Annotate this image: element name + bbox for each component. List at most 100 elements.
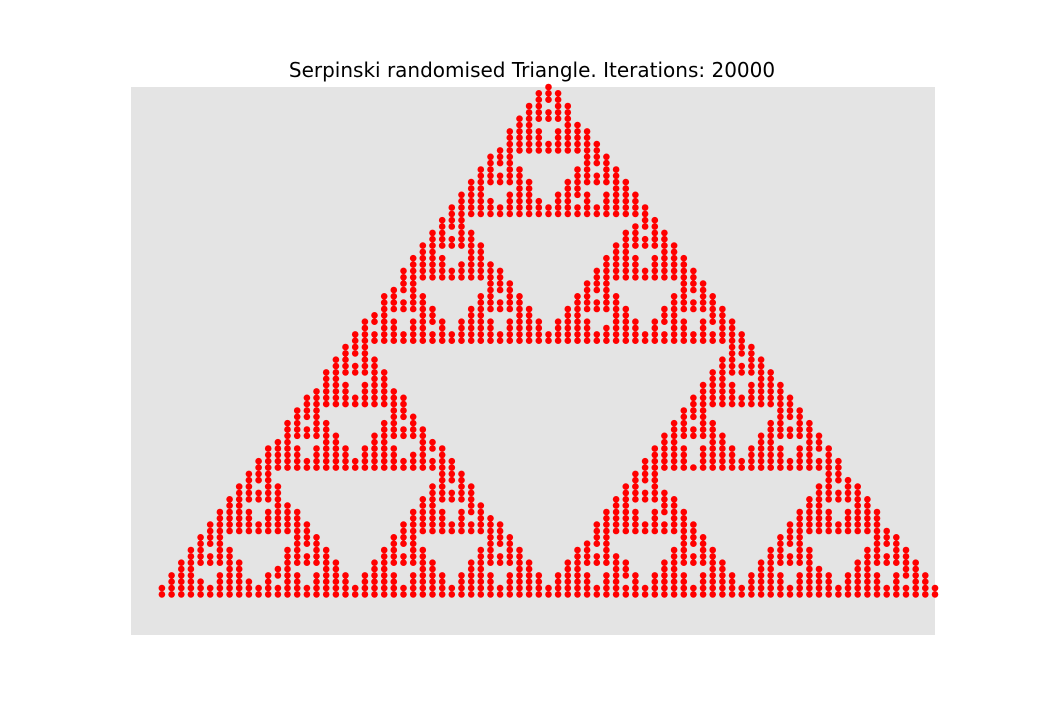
- scatter-point: [516, 178, 523, 186]
- scatter-point: [574, 591, 581, 598]
- scatter-point: [593, 559, 601, 566]
- scatter-point: [371, 381, 378, 389]
- scatter-point: [419, 426, 427, 433]
- scatter-point: [593, 337, 601, 345]
- scatter-point: [825, 496, 832, 503]
- scatter-point: [612, 312, 620, 319]
- scatter-point: [361, 331, 369, 338]
- scatter-point: [622, 584, 630, 592]
- scatter-point: [719, 312, 726, 319]
- scatter-point: [429, 527, 436, 535]
- scatter-point: [554, 210, 562, 218]
- scatter-point: [767, 451, 774, 459]
- scatter-point: [699, 426, 707, 433]
- scatter-point: [593, 210, 601, 218]
- scatter-point: [632, 242, 639, 249]
- scatter-point: [719, 375, 726, 383]
- scatter-point: [545, 115, 552, 122]
- scatter-point: [670, 318, 678, 326]
- scatter-point: [458, 191, 465, 199]
- scatter-point: [709, 293, 716, 300]
- scatter-point: [680, 527, 688, 535]
- scatter-point: [612, 293, 620, 300]
- scatter-point: [409, 299, 417, 306]
- scatter-point: [361, 356, 369, 364]
- scatter-point: [293, 419, 301, 427]
- scatter-point: [680, 286, 688, 294]
- scatter-point: [622, 191, 630, 199]
- scatter-point: [429, 578, 436, 585]
- scatter-point: [477, 248, 485, 256]
- scatter-point: [458, 578, 465, 585]
- scatter-point: [361, 400, 369, 408]
- scatter-point: [264, 584, 272, 592]
- scatter-point: [670, 591, 678, 598]
- scatter-point: [303, 559, 311, 566]
- scatter-point: [400, 540, 407, 547]
- scatter-point: [622, 197, 630, 205]
- scatter-point: [902, 572, 910, 579]
- scatter-point: [322, 388, 330, 395]
- scatter-point: [661, 242, 668, 249]
- scatter-point: [806, 591, 813, 598]
- scatter-point: [380, 591, 388, 598]
- scatter-point: [728, 578, 736, 585]
- scatter-point: [622, 502, 630, 509]
- scatter-point: [651, 476, 659, 484]
- scatter-point: [777, 464, 784, 471]
- scatter-point: [757, 445, 765, 452]
- scatter-point: [438, 229, 446, 237]
- scatter-point: [516, 204, 523, 211]
- scatter-point: [322, 369, 330, 376]
- scatter-point: [564, 204, 572, 211]
- scatter-point: [796, 426, 803, 433]
- scatter-point: [303, 413, 311, 421]
- scatter-point: [303, 584, 311, 592]
- scatter-point: [313, 426, 320, 433]
- scatter-point: [400, 337, 407, 345]
- scatter-point: [429, 489, 436, 497]
- scatter-point: [342, 451, 349, 459]
- scatter-point: [806, 445, 813, 452]
- scatter-point: [390, 293, 398, 300]
- scatter-point: [332, 432, 340, 440]
- scatter-point: [477, 318, 485, 326]
- scatter-point: [506, 553, 514, 560]
- scatter-point: [438, 591, 446, 598]
- scatter-point: [728, 445, 736, 452]
- scatter-point: [738, 394, 745, 402]
- scatter-point: [458, 216, 465, 224]
- scatter-point: [467, 584, 475, 592]
- scatter-point: [438, 235, 446, 243]
- scatter-point: [477, 204, 485, 211]
- scatter-point: [467, 502, 475, 509]
- scatter-point: [332, 362, 340, 370]
- scatter-point: [361, 362, 369, 370]
- scatter-point: [612, 299, 620, 306]
- scatter-point: [390, 553, 398, 560]
- scatter-point: [632, 235, 639, 243]
- scatter-point: [467, 261, 475, 268]
- scatter-point: [264, 572, 272, 579]
- scatter-point: [342, 350, 349, 357]
- scatter-point: [419, 591, 427, 598]
- scatter-point: [487, 546, 494, 554]
- scatter-point: [487, 318, 494, 326]
- scatter-point: [651, 331, 659, 338]
- scatter-point: [187, 565, 195, 573]
- scatter-point: [670, 508, 678, 516]
- scatter-point: [438, 572, 446, 579]
- scatter-point: [293, 540, 301, 547]
- scatter-point: [796, 559, 803, 566]
- scatter-point: [400, 286, 407, 294]
- scatter-point: [429, 502, 436, 509]
- scatter-point: [564, 102, 572, 110]
- scatter-point: [390, 445, 398, 452]
- scatter-point: [902, 553, 910, 560]
- scatter-point: [506, 172, 514, 180]
- scatter-point: [709, 312, 716, 319]
- scatter-point: [419, 572, 427, 579]
- scatter-point: [487, 178, 494, 186]
- scatter-point: [419, 432, 427, 440]
- scatter-point: [864, 591, 871, 598]
